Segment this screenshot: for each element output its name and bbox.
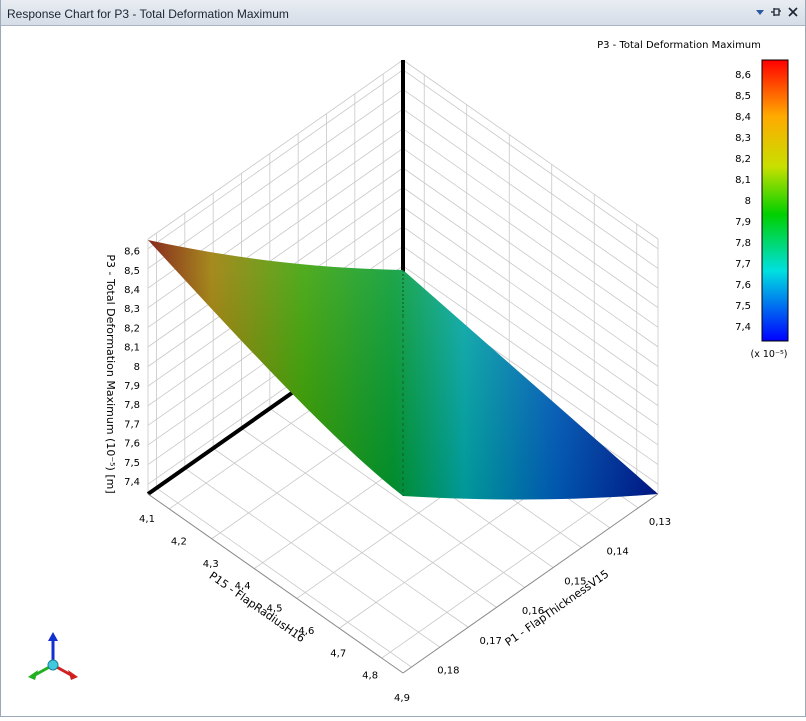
chart-canvas[interactable]: 7,4 7,5 7,6 7,7 7,8 7,9 8 8,1 8,2 8,3 8,4 8,5 8,6 4,1…: [1, 27, 805, 716]
legend-ticks: 8,6 8,5 8,4 8,3 8,2 8,1 8 7,9 7,8 7,7 7,6 7,5 7,4: [735, 70, 751, 333]
z-tick-label: 8: [134, 362, 140, 373]
grid-line: [402, 265, 659, 446]
grid-line: [147, 69, 404, 250]
x-tick-label: 4,2: [171, 536, 187, 547]
grid-line: [147, 147, 404, 328]
z-tick-label: 8,4: [124, 285, 140, 296]
front-axis-lines: [147, 493, 659, 674]
y-axis-label: P1 - FlapThicknessV15: [503, 567, 612, 649]
z-tick-label: 8,2: [124, 323, 140, 334]
z-tick-label: 7,9: [124, 381, 140, 392]
legend-tick-label: 8,2: [735, 154, 751, 165]
x-tick-label: 4,8: [362, 671, 378, 682]
y-tick-label: 0,15: [564, 576, 586, 587]
y-axis-front: [402, 493, 659, 674]
window-title: Response Chart for P3 - Total Deformatio…: [7, 7, 289, 21]
x-tick-label: 4,4: [235, 581, 251, 592]
x-tick-label: 4,1: [139, 514, 155, 525]
legend-tick-label: 8,3: [735, 133, 751, 144]
pin-icon[interactable]: [768, 4, 784, 20]
orientation-triad[interactable]: [28, 632, 78, 680]
grid-line: [184, 467, 441, 648]
y-tick-label: 0,17: [480, 636, 502, 647]
x-tick-label: 4,6: [298, 626, 314, 637]
z-tick-label: 8,3: [124, 304, 140, 315]
grid-line: [402, 89, 659, 269]
grid-line: [402, 187, 659, 367]
y-tick-label: 0,14: [607, 547, 629, 558]
grid-line: [269, 408, 526, 588]
legend-tick-label: 7,9: [735, 217, 751, 228]
grid-line: [402, 167, 659, 348]
grid-line: [381, 478, 637, 659]
legend-multiplier: (x 10⁻⁵): [751, 349, 788, 360]
z-tick-label: 7,5: [124, 458, 140, 469]
grid-line: [212, 447, 469, 628]
z-tick-label: 7,6: [124, 439, 140, 450]
close-icon[interactable]: [785, 4, 801, 20]
legend-tick-label: 7,4: [735, 322, 751, 333]
response-surface: [148, 240, 658, 500]
legend-title: P3 - Total Deformation Maximum: [597, 40, 761, 51]
legend-tick-label: 8,4: [735, 112, 751, 123]
dropdown-arrow-icon[interactable]: [752, 4, 768, 20]
z-axis-label: P3 - Total Deformation Maximum (10⁻⁵) [m…: [104, 254, 117, 493]
grid-line: [402, 69, 659, 250]
grid-line: [402, 226, 659, 407]
x-tick-label: 4,7: [330, 648, 346, 659]
x-axis-label: P15 - FlapRadiusH16: [207, 569, 308, 645]
grid-line: [402, 59, 659, 240]
response-surface-chart[interactable]: 7,4 7,5 7,6 7,7 7,8 7,9 8 8,1 8,2 8,3 8,4 8,5 8,6 4,1…: [1, 27, 805, 716]
color-legend: P3 - Total Deformation Maximum 8,6 8,5 8,4…: [597, 40, 789, 360]
grid-line: [402, 128, 659, 308]
x-axis-front: [147, 493, 404, 674]
x-tick-label: 4,3: [203, 559, 219, 570]
legend-tick-label: 7,8: [735, 238, 751, 249]
triad-center: [47, 659, 59, 671]
z-tick-label: 7,8: [124, 400, 140, 411]
z-tick-label: 8,5: [124, 266, 140, 277]
legend-color-bar: [761, 59, 789, 342]
legend-tick-label: 8,5: [735, 91, 751, 102]
y-tick-label: 0,13: [649, 517, 671, 528]
grid-line: [147, 89, 404, 269]
grid-line: [402, 206, 659, 387]
y-tick-label: 0,18: [437, 666, 459, 677]
legend-tick-label: 7,5: [735, 301, 751, 312]
y-tick-label: 0,16: [522, 606, 544, 617]
x-tick-label: 4,9: [394, 693, 410, 704]
grid-line: [147, 167, 404, 348]
axis-ticks: 7,4 7,5 7,6 7,7 7,8 7,9 8 8,1 8,2 8,3 8,4 8,5 8,6 4,1…: [124, 247, 671, 704]
z-tick-label: 8,6: [124, 247, 140, 258]
z-tick-label: 7,4: [124, 477, 140, 488]
legend-tick-label: 8,6: [735, 70, 751, 81]
grid-line: [402, 147, 659, 328]
window-titlebar: Response Chart for P3 - Total Deformatio…: [1, 0, 805, 26]
legend-tick-label: 7,7: [735, 259, 751, 270]
legend-tick-label: 8,1: [735, 175, 751, 186]
z-tick-label: 7,7: [124, 419, 140, 430]
x-tick-label: 4,5: [267, 604, 283, 615]
grid-line: [241, 428, 497, 608]
legend-tick-label: 8: [745, 196, 751, 207]
z-tick-label: 8,1: [124, 343, 140, 354]
grid-line: [147, 59, 404, 240]
grid-line: [402, 246, 659, 426]
legend-tick-label: 7,6: [735, 280, 751, 291]
grid-line: [402, 108, 659, 289]
grid-line: [156, 487, 412, 668]
